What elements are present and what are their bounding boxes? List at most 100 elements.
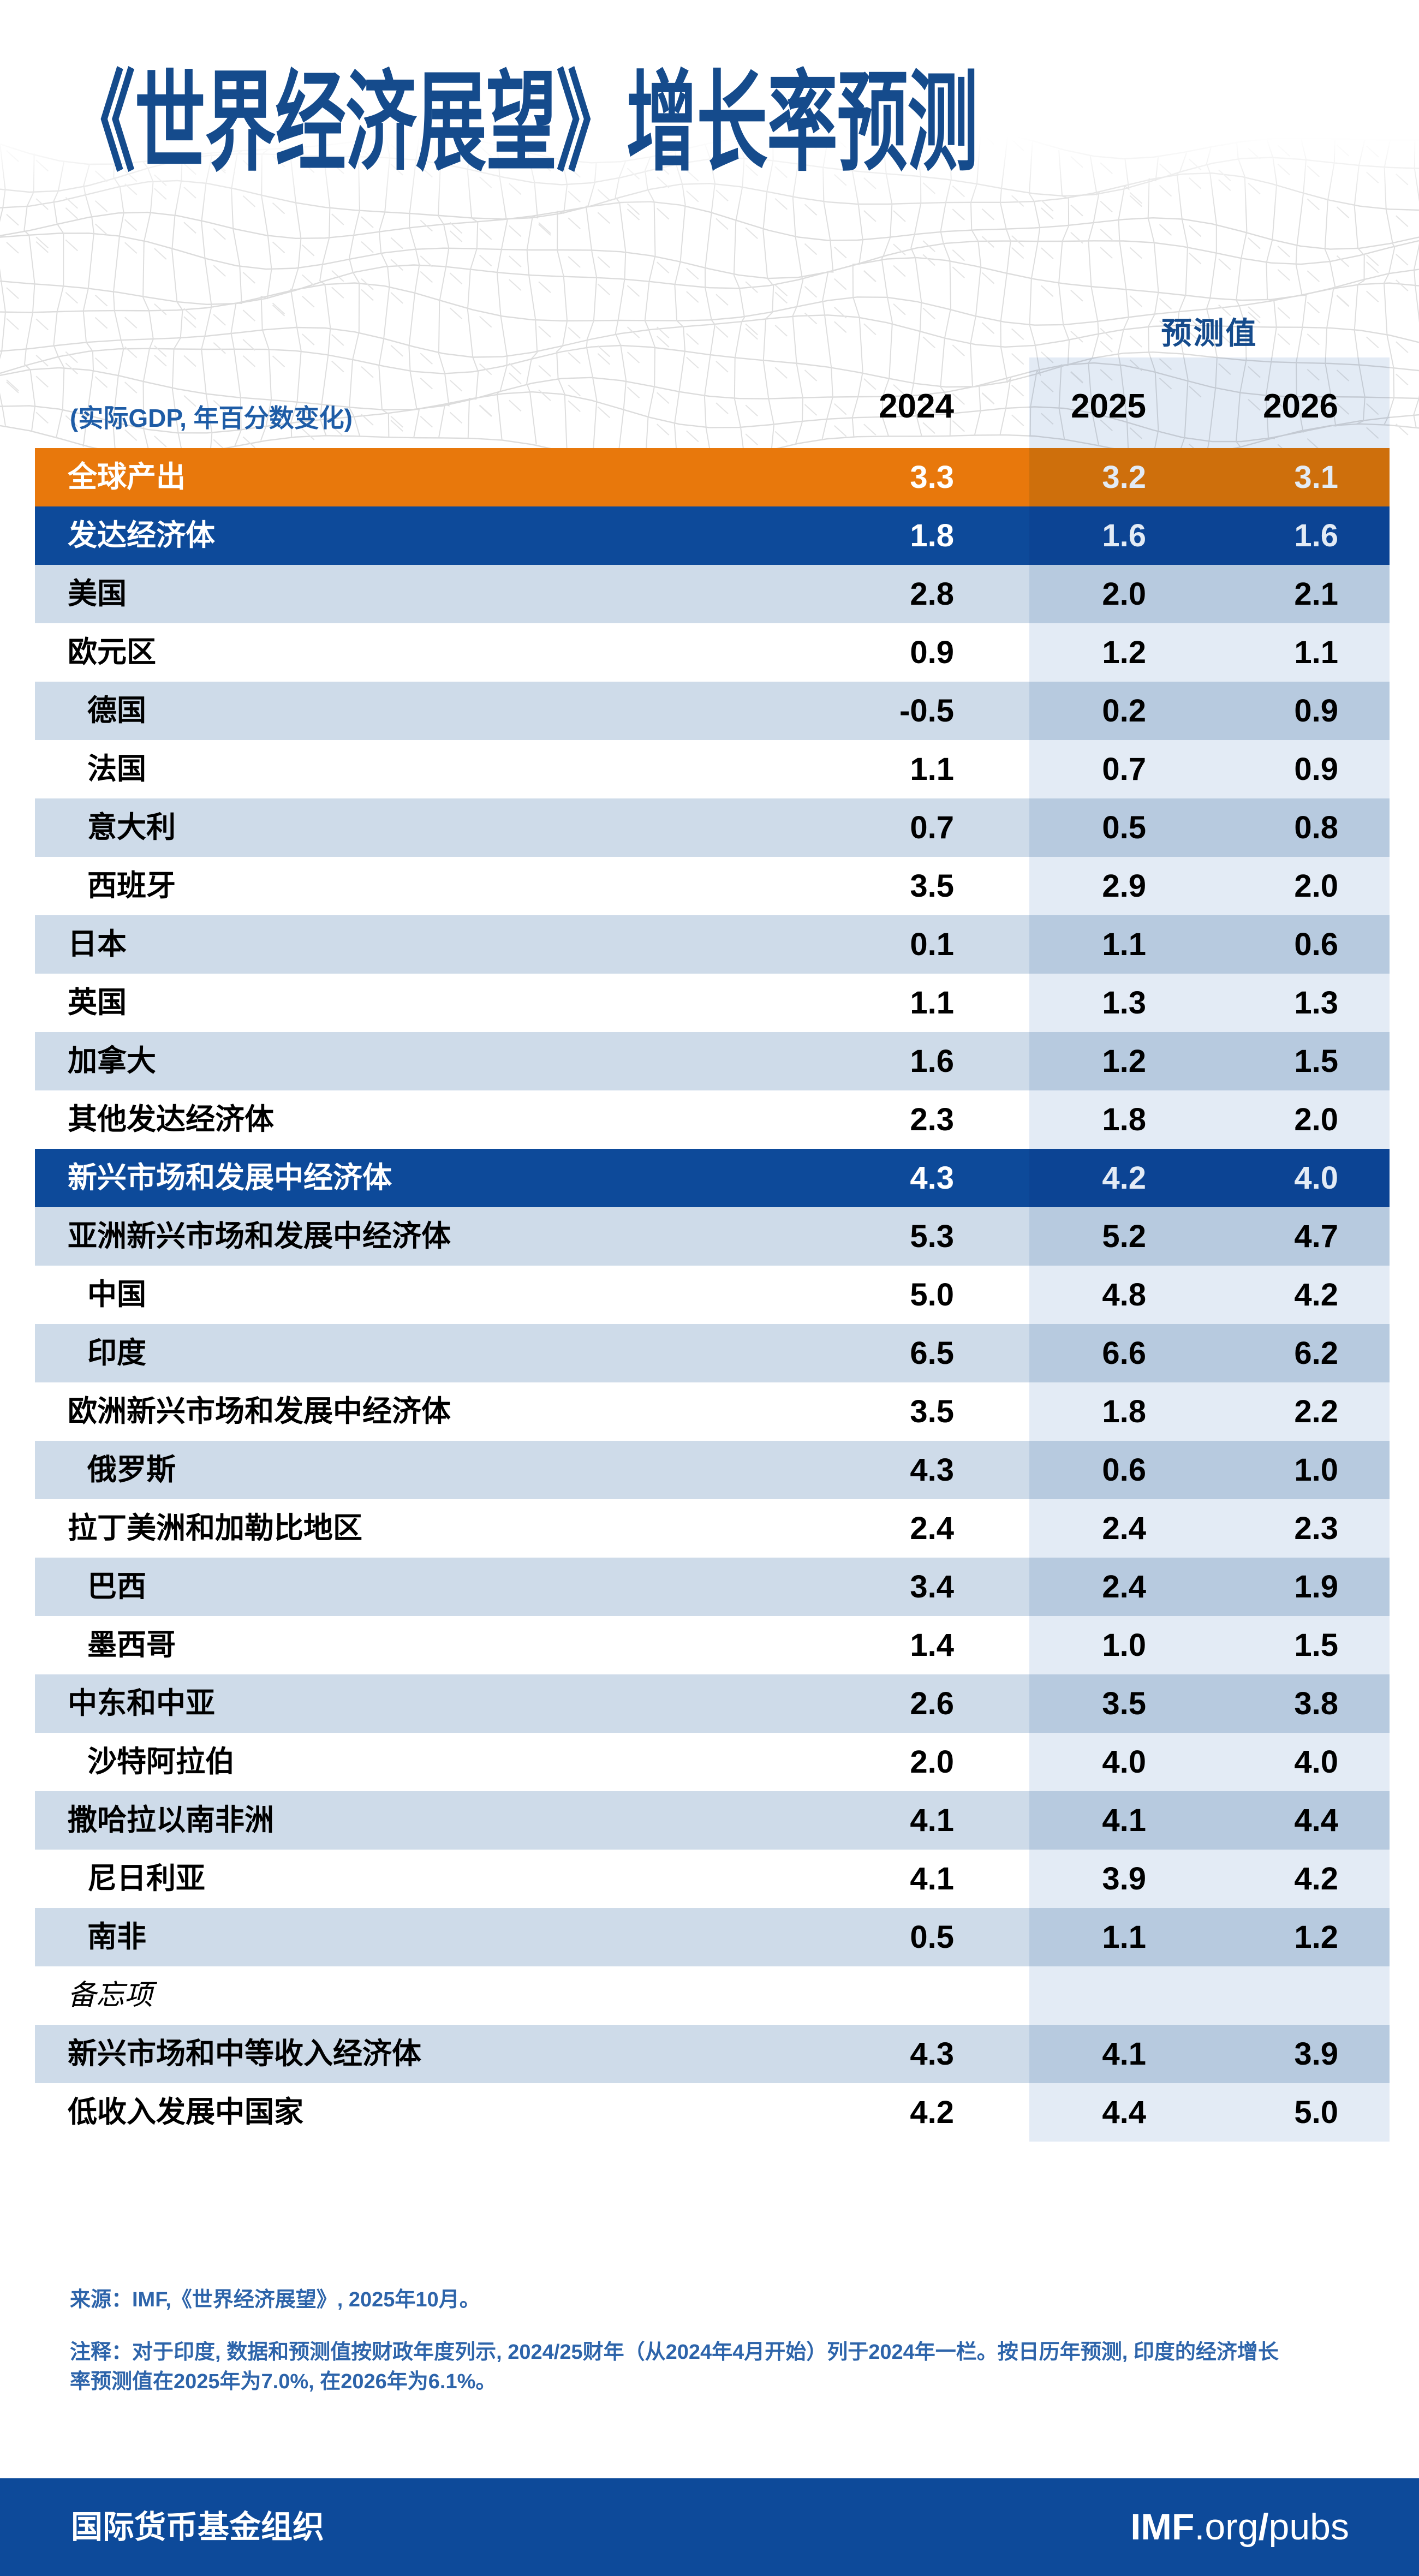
- row-value-2026: 0.9: [1294, 693, 1338, 729]
- row-value-2025: 2.4: [1102, 1511, 1146, 1546]
- table-row: 欧洲新兴市场和发展中经济体 3.5 1.8 2.2: [35, 1382, 1390, 1441]
- row-value-2026: 6.2: [1294, 1335, 1338, 1371]
- row-value-2025: 0.2: [1102, 693, 1146, 729]
- row-label: 加拿大: [68, 1045, 156, 1077]
- row-value-2025: 1.8: [1102, 1394, 1146, 1429]
- table-row: 全球产出 3.3 3.2 3.1: [35, 448, 1390, 506]
- row-value-2024: -0.5: [899, 693, 954, 729]
- row-value-2026: 3.8: [1294, 1686, 1338, 1721]
- table-row: 发达经济体 1.8 1.6 1.6: [35, 506, 1390, 565]
- row-value-2025: 1.2: [1102, 635, 1146, 670]
- row-value-2025: 5.2: [1102, 1219, 1146, 1254]
- column-header-2026: 2026: [1263, 387, 1338, 425]
- row-value-2026: 0.6: [1294, 927, 1338, 962]
- row-value-2024: 0.5: [910, 1919, 954, 1955]
- row-label: 拉丁美洲和加勒比地区: [68, 1512, 362, 1545]
- imf-url-imf: IMF: [1130, 2506, 1195, 2548]
- row-value-2024: 4.3: [910, 2036, 954, 2072]
- row-label: 沙特阿拉伯: [87, 1745, 235, 1778]
- row-label: 全球产出: [68, 461, 186, 493]
- row-value-2026: 3.1: [1294, 460, 1338, 495]
- table-row: 备忘项: [35, 1966, 1390, 2025]
- table-row: 德国 -0.5 0.2 0.9: [35, 682, 1390, 740]
- row-value-2025: 0.7: [1102, 752, 1146, 787]
- row-value-2024: 1.1: [910, 985, 954, 1021]
- table-row: 其他发达经济体 2.3 1.8 2.0: [35, 1090, 1390, 1149]
- row-value-2025: 3.2: [1102, 460, 1146, 495]
- table-row: 巴西 3.4 2.4 1.9: [35, 1558, 1390, 1616]
- row-value-2025: 1.0: [1102, 1627, 1146, 1663]
- row-value-2026: 1.9: [1294, 1569, 1338, 1605]
- row-value-2025: 2.9: [1102, 868, 1146, 904]
- row-value-2024: 4.3: [910, 1160, 954, 1196]
- table-row: 拉丁美洲和加勒比地区 2.4 2.4 2.3: [35, 1499, 1390, 1558]
- row-value-2025: 3.5: [1102, 1686, 1146, 1721]
- row-value-2026: 4.4: [1294, 1803, 1338, 1838]
- row-value-2025: 1.3: [1102, 985, 1146, 1021]
- row-value-2026: 0.9: [1294, 752, 1338, 787]
- row-value-2025: 0.6: [1102, 1452, 1146, 1488]
- row-label: 西班牙: [87, 869, 176, 902]
- row-value-2026: 1.6: [1294, 518, 1338, 553]
- column-header-2025: 2025: [1071, 387, 1146, 425]
- row-label: 墨西哥: [87, 1629, 176, 1661]
- row-value-2025: 6.6: [1102, 1335, 1146, 1371]
- row-value-2026: 4.0: [1294, 1160, 1338, 1196]
- row-value-2025: 4.1: [1102, 2036, 1146, 2072]
- row-value-2024: 5.0: [910, 1277, 954, 1313]
- source-note: 来源：IMF,《世界经济展望》, 2025年10月。: [70, 2288, 480, 2311]
- row-label: 德国: [87, 694, 146, 727]
- row-value-2025: 4.1: [1102, 1803, 1146, 1838]
- row-label: 欧元区: [68, 636, 156, 669]
- row-label: 发达经济体: [68, 519, 215, 552]
- row-value-2024: 1.4: [910, 1627, 954, 1663]
- row-label: 南非: [87, 1921, 146, 1953]
- row-value-2024: 3.5: [910, 1394, 954, 1429]
- row-value-2026: 2.3: [1294, 1511, 1338, 1546]
- row-label: 低收入发展中国家: [68, 2096, 303, 2128]
- table-row: 墨西哥 1.4 1.0 1.5: [35, 1616, 1390, 1674]
- imf-org-name: 国际货币基金组织: [71, 2509, 325, 2545]
- row-value-2026: 2.0: [1294, 868, 1338, 904]
- row-value-2026: 1.1: [1294, 635, 1338, 670]
- imf-url-org: .org: [1194, 2506, 1259, 2548]
- table-row: 美国 2.8 2.0 2.1: [35, 565, 1390, 623]
- row-label: 亚洲新兴市场和发展中经济体: [68, 1220, 451, 1253]
- table-row: 南非 0.5 1.1 1.2: [35, 1908, 1390, 1966]
- row-label: 新兴市场和发展中经济体: [68, 1161, 392, 1194]
- imf-url: IMF.org/pubs: [1130, 2478, 1349, 2576]
- row-value-2025: 0.5: [1102, 810, 1146, 845]
- row-value-2024: 3.3: [910, 460, 954, 495]
- forecast-label: 预测值: [1161, 316, 1258, 350]
- table-row: 中国 5.0 4.8 4.2: [35, 1266, 1390, 1324]
- row-label: 尼日利亚: [87, 1862, 205, 1895]
- row-value-2024: 4.3: [910, 1452, 954, 1488]
- imf-url-pubs: pubs: [1268, 2506, 1349, 2548]
- table-row: 俄罗斯 4.3 0.6 1.0: [35, 1441, 1390, 1499]
- row-value-2026: 2.0: [1294, 1102, 1338, 1137]
- row-value-2024: 1.6: [910, 1043, 954, 1079]
- table-row: 尼日利亚 4.1 3.9 4.2: [35, 1850, 1390, 1908]
- row-label: 中东和中亚: [68, 1687, 215, 1720]
- row-label: 日本: [68, 928, 127, 961]
- row-value-2026: 4.2: [1294, 1277, 1338, 1313]
- row-value-2024: 2.6: [910, 1686, 954, 1721]
- row-value-2026: 0.8: [1294, 810, 1338, 845]
- row-value-2026: 4.0: [1294, 1744, 1338, 1780]
- table-row: 新兴市场和发展中经济体 4.3 4.2 4.0: [35, 1149, 1390, 1207]
- row-value-2024: 2.4: [910, 1511, 954, 1546]
- row-label: 欧洲新兴市场和发展中经济体: [68, 1395, 451, 1428]
- footnote: 注释：对于印度, 数据和预测值按财政年度列示, 2024/25财年（从2024年…: [70, 2341, 1279, 2393]
- row-value-2026: 2.1: [1294, 576, 1338, 612]
- row-value-2026: 4.2: [1294, 1861, 1338, 1897]
- table-row: 加拿大 1.6 1.2 1.5: [35, 1032, 1390, 1090]
- row-value-2024: 2.8: [910, 576, 954, 612]
- forecast-table: 全球产出 3.3 3.2 3.1 发达经济体 1.8 1.6 1.6 美国 2.8 2.0 2.1 欧元…: [35, 448, 1390, 2142]
- table-row: 新兴市场和中等收入经济体 4.3 4.1 3.9: [35, 2025, 1390, 2083]
- row-value-2025: 1.6: [1102, 518, 1146, 553]
- table-row: 沙特阿拉伯 2.0 4.0 4.0: [35, 1733, 1390, 1791]
- row-value-2025: 2.0: [1102, 576, 1146, 612]
- row-value-2024: 6.5: [910, 1335, 954, 1371]
- row-value-2026: 5.0: [1294, 2095, 1338, 2130]
